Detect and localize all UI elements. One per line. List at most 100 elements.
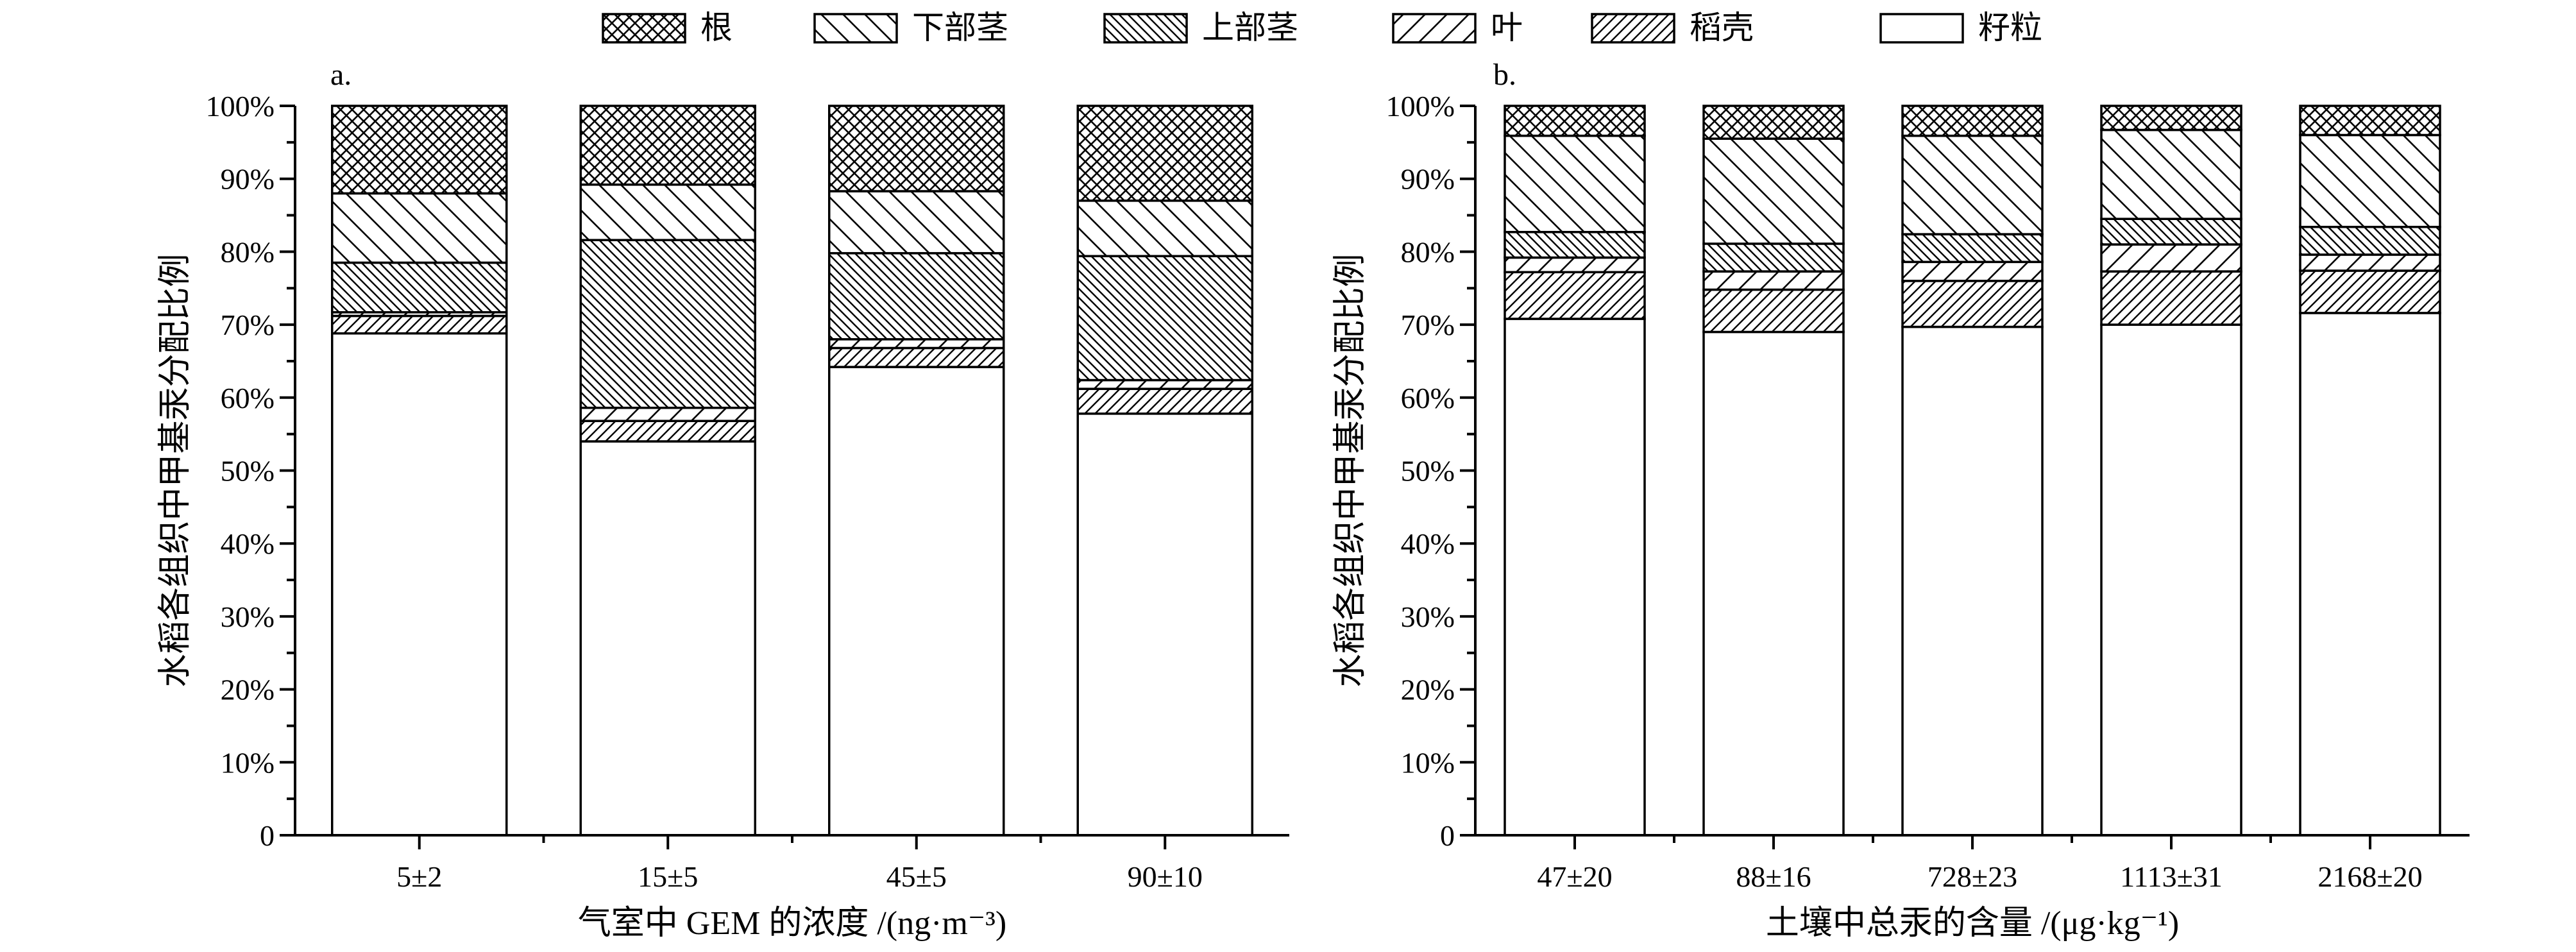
bar-segment-5-2-4 — [331, 261, 508, 314]
bar-segment-88-16-1 — [1702, 330, 1845, 837]
legend-label: 叶 — [1491, 10, 1523, 46]
y-tick-label: 10% — [221, 746, 275, 779]
bar-segment-15-5-3 — [579, 406, 756, 422]
y-tick-label: 80% — [1401, 235, 1455, 268]
bar-segment-15-5-5 — [579, 183, 756, 241]
bar-segment-90-10-6 — [1076, 105, 1253, 202]
legend-swatch — [1103, 13, 1188, 44]
legend-label: 根 — [700, 10, 733, 46]
bar-segment-728-23-3 — [1901, 260, 2044, 282]
x-tick-label: 15±5 — [638, 860, 698, 893]
y-tick-label: 40% — [1401, 527, 1455, 560]
x-tick-label: 728±23 — [1928, 860, 2017, 893]
legend-item: 下部茎 — [813, 10, 1008, 46]
x-tick-label: 1113±31 — [2120, 860, 2223, 893]
legend-label: 上部茎 — [1202, 10, 1298, 46]
y-tick-label: 0 — [1440, 819, 1455, 852]
bar-segment-45-5-5 — [828, 190, 1005, 255]
panel-label: a. — [330, 58, 352, 92]
bar-segment-90-10-4 — [1076, 255, 1253, 382]
x-tick-label: 47±20 — [1537, 860, 1612, 893]
bar-segment-2168-20-6 — [2299, 105, 2441, 137]
y-tick-label: 40% — [221, 527, 275, 560]
panel-label: b. — [1493, 58, 1516, 92]
bar-728-23 — [1901, 105, 2044, 837]
bar-segment-1113-31-2 — [2100, 270, 2242, 326]
legend-swatch — [813, 13, 898, 44]
y-tick-label: 80% — [221, 235, 275, 268]
bar-segment-45-5-6 — [828, 105, 1005, 192]
bar-segment-88-16-5 — [1702, 137, 1845, 245]
y-tick-label: 20% — [221, 674, 275, 706]
bar-47-20 — [1504, 105, 1646, 837]
legend-item: 稻壳 — [1591, 10, 1754, 46]
y-tick-label: 100% — [206, 90, 275, 123]
bar-1113-31 — [2100, 105, 2242, 837]
bar-segment-2168-20-1 — [2299, 312, 2441, 837]
bar-segment-47-20-1 — [1504, 318, 1646, 837]
panel-b: 47±20 88±16 728±23 1113±31 2168±20 0 10% 20% 30%… — [1332, 58, 2470, 942]
y-tick-label: 20% — [1401, 674, 1455, 706]
y-tick-label: 90% — [1401, 163, 1455, 196]
y-axis-title: 水稻各组织中甲基汞分配比例 — [1332, 253, 1369, 687]
bar-segment-47-20-5 — [1504, 134, 1646, 234]
y-tick-label: 30% — [221, 600, 275, 633]
bar-88-16 — [1702, 105, 1845, 837]
bar-segment-1113-31-5 — [2100, 128, 2242, 220]
legend-label: 稻壳 — [1690, 10, 1754, 46]
bar-segment-47-20-4 — [1504, 230, 1646, 259]
y-tick-label: 0 — [260, 819, 275, 852]
bar-segment-47-20-3 — [1504, 256, 1646, 273]
legend-item: 上部茎 — [1103, 10, 1298, 46]
bar-segment-90-10-2 — [1076, 387, 1253, 415]
bar-segment-90-10-1 — [1076, 412, 1253, 837]
bar-segment-88-16-2 — [1702, 288, 1845, 334]
y-tick-label: 10% — [1401, 746, 1455, 779]
bar-segment-88-16-3 — [1702, 270, 1845, 291]
bar-segment-15-5-4 — [579, 239, 756, 409]
bar-segment-2168-20-3 — [2299, 253, 2441, 272]
bar-segment-15-5-1 — [579, 440, 756, 837]
bar-segment-5-2-6 — [331, 105, 508, 195]
bar-segment-88-16-4 — [1702, 242, 1845, 273]
y-tick-label: 50% — [221, 455, 275, 488]
legend-item: 叶 — [1392, 10, 1523, 46]
x-axis-title: 气室中 GEM 的浓度 /(ng·m⁻³) — [578, 905, 1006, 942]
y-tick-label: 30% — [1401, 600, 1455, 633]
y-axis-title: 水稻各组织中甲基汞分配比例 — [157, 253, 194, 687]
legend-item: 根 — [602, 10, 733, 46]
bar-segment-5-2-1 — [331, 332, 508, 837]
bar-segment-15-5-2 — [579, 420, 756, 443]
bar-segment-45-5-1 — [828, 366, 1005, 837]
bar-segment-1113-31-3 — [2100, 243, 2242, 273]
legend-label: 籽粒 — [1978, 10, 2042, 46]
y-tick-label: 60% — [1401, 382, 1455, 414]
bar-segment-47-20-2 — [1504, 271, 1646, 320]
bar-segment-5-2-5 — [331, 192, 508, 264]
bar-segment-728-23-1 — [1901, 325, 2044, 837]
bar-segment-728-23-4 — [1901, 233, 2044, 264]
panel-a: 5±2 15±5 45±5 90±10 0 10% 20% 30% 40% 50% 60% 70% 80… — [157, 58, 1289, 942]
bar-segment-728-23-5 — [1901, 134, 2044, 235]
legend: 根 下部茎 上部茎 叶 稻壳 籽粒 — [602, 10, 2042, 46]
y-tick-label: 70% — [221, 309, 275, 341]
bar-segment-90-10-5 — [1076, 200, 1253, 257]
bar-segment-45-5-3 — [828, 338, 1005, 350]
legend-swatch — [1591, 13, 1675, 44]
bar-segment-90-10-3 — [1076, 378, 1253, 390]
bar-segment-5-2-2 — [331, 314, 508, 335]
y-tick-label: 90% — [221, 163, 275, 196]
bar-segment-2168-20-4 — [2299, 225, 2441, 256]
bar-segment-1113-31-1 — [2100, 323, 2242, 837]
y-tick-label: 100% — [1386, 90, 1455, 123]
bar-45-5 — [828, 105, 1005, 837]
bar-segment-47-20-6 — [1504, 105, 1646, 137]
bar-90-10 — [1076, 105, 1253, 837]
y-tick-label: 60% — [221, 382, 275, 414]
bar-15-5 — [579, 105, 756, 837]
x-tick-label: 45±5 — [886, 860, 947, 893]
legend-swatch — [602, 13, 686, 44]
x-tick-label: 5±2 — [396, 860, 442, 893]
y-tick-label: 70% — [1401, 309, 1455, 341]
x-tick-label: 90±10 — [1128, 860, 1203, 893]
